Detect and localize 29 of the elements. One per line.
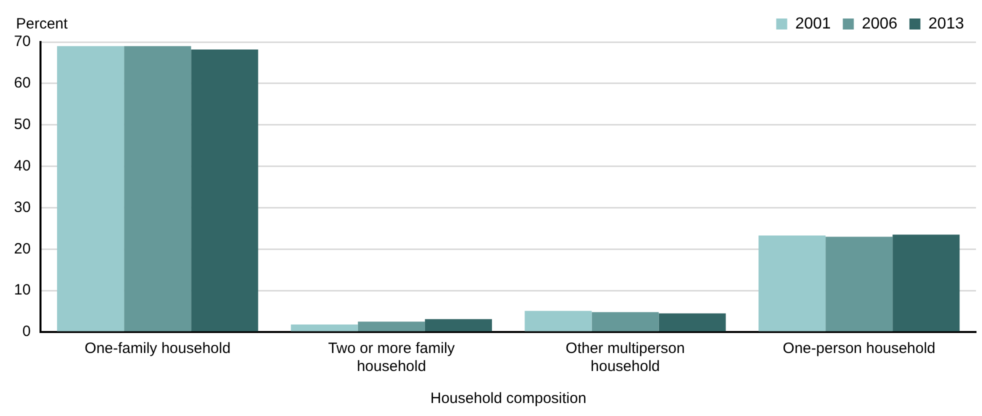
x-tick-label: Other multiperson household [566, 340, 685, 376]
bar [57, 46, 124, 332]
legend-label: 2001 [795, 15, 831, 32]
x-tick-label: Two or more family household [328, 340, 456, 376]
bar [191, 49, 258, 332]
y-tick-label: 40 [14, 157, 31, 174]
bar [592, 312, 659, 332]
x-tick-label: One-family household [84, 340, 231, 358]
y-tick-label: 10 [14, 282, 31, 299]
y-tick-label: 70 [14, 33, 31, 50]
y-axis-title: Percent [16, 16, 69, 33]
bar [758, 235, 826, 332]
bar [124, 46, 192, 332]
bar [826, 236, 893, 332]
bar [524, 310, 592, 332]
x-tick-label: One-person household [782, 340, 936, 358]
bar [658, 313, 726, 332]
legend-label: 2006 [862, 15, 898, 32]
y-tick-label: 30 [14, 198, 31, 216]
y-tick-label: 50 [14, 116, 31, 133]
bar [892, 234, 960, 332]
y-tick-label: 20 [14, 240, 31, 258]
x-axis-title: Household composition [430, 390, 586, 408]
bar [358, 322, 425, 332]
bar [290, 324, 358, 332]
y-tick-label: 0 [22, 323, 31, 340]
bar [424, 319, 492, 332]
legend-label: 2013 [928, 15, 964, 32]
y-tick-label: 60 [14, 74, 31, 92]
